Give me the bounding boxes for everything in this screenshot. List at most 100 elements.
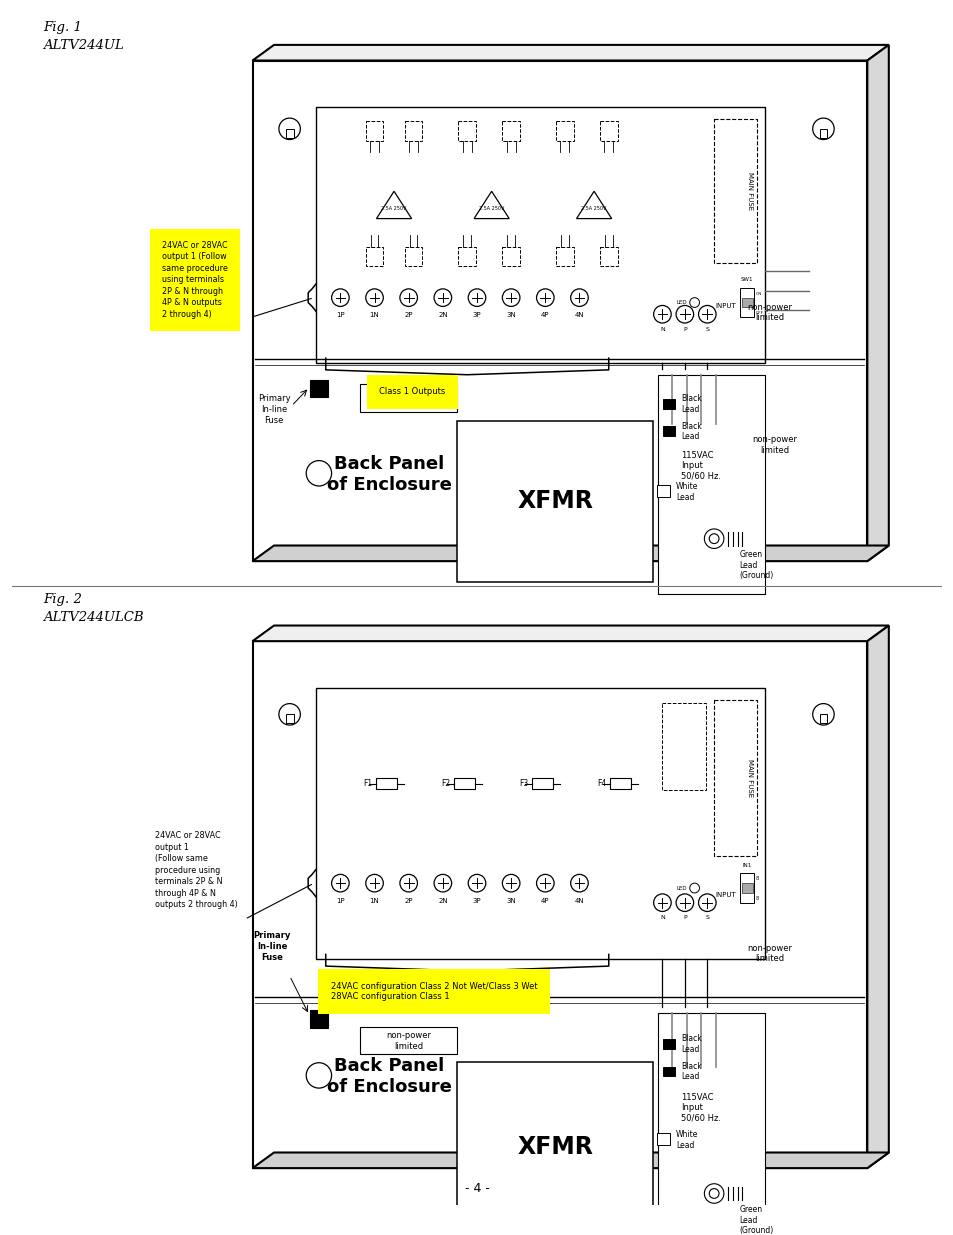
Bar bbox=[502, 121, 519, 141]
Circle shape bbox=[708, 1188, 719, 1198]
Text: 8: 8 bbox=[756, 877, 759, 882]
Bar bbox=[662, 1067, 675, 1077]
Circle shape bbox=[689, 883, 699, 893]
Circle shape bbox=[703, 1183, 723, 1203]
Text: White
Lead: White Lead bbox=[676, 482, 698, 501]
Circle shape bbox=[278, 119, 300, 140]
Circle shape bbox=[536, 289, 554, 306]
Text: ALTV244UL: ALTV244UL bbox=[43, 38, 123, 52]
Text: non-power
limited: non-power limited bbox=[386, 1031, 431, 1051]
Circle shape bbox=[812, 704, 833, 725]
Bar bbox=[599, 121, 617, 141]
Circle shape bbox=[676, 305, 693, 324]
Circle shape bbox=[306, 461, 332, 487]
Circle shape bbox=[365, 874, 383, 892]
Bar bbox=[740, 873, 754, 903]
Bar bbox=[453, 778, 475, 789]
Bar bbox=[310, 1010, 327, 1028]
Polygon shape bbox=[253, 44, 888, 61]
Text: non-power
limited: non-power limited bbox=[746, 303, 791, 322]
Bar bbox=[661, 703, 705, 790]
Bar bbox=[714, 700, 757, 856]
Bar bbox=[458, 121, 476, 141]
Bar bbox=[657, 1013, 764, 1235]
Text: 115VAC
Input
50/60 Hz.: 115VAC Input 50/60 Hz. bbox=[680, 1093, 720, 1123]
Circle shape bbox=[698, 305, 716, 324]
Text: P: P bbox=[682, 327, 686, 332]
Text: 1P: 1P bbox=[335, 312, 344, 319]
Circle shape bbox=[676, 894, 693, 911]
Text: 24VAC or 28VAC
output 1
(Follow same
procedure using
terminals 2P & N
through 4P: 24VAC or 28VAC output 1 (Follow same pro… bbox=[154, 831, 237, 909]
Text: XFMR: XFMR bbox=[517, 1135, 593, 1160]
Bar bbox=[819, 128, 826, 137]
Bar bbox=[662, 399, 675, 409]
Text: MAIN FUSE: MAIN FUSE bbox=[746, 758, 753, 797]
Text: Black
Lead: Black Lead bbox=[680, 1035, 701, 1053]
Bar bbox=[253, 641, 866, 1168]
Bar bbox=[286, 128, 294, 137]
Text: 2.5A 250V: 2.5A 250V bbox=[381, 206, 406, 211]
Text: F3: F3 bbox=[519, 779, 528, 788]
Text: of Enclosure: of Enclosure bbox=[326, 475, 451, 494]
Text: Fig. 1: Fig. 1 bbox=[43, 21, 82, 35]
Polygon shape bbox=[253, 546, 888, 561]
Bar bbox=[404, 121, 422, 141]
Text: ALTV244ULCB: ALTV244ULCB bbox=[43, 610, 143, 624]
Text: Back Panel: Back Panel bbox=[334, 1057, 444, 1074]
Text: Green
Lead
(Ground): Green Lead (Ground) bbox=[739, 551, 773, 580]
Text: 24VAC or 28VAC
output 1 (Follow
same procedure
using terminals
2P & N through
4P: 24VAC or 28VAC output 1 (Follow same pro… bbox=[162, 241, 228, 319]
Bar bbox=[740, 288, 754, 317]
Bar bbox=[656, 1132, 670, 1145]
Polygon shape bbox=[866, 44, 888, 561]
Text: Class 1 Outputs: Class 1 Outputs bbox=[379, 388, 445, 396]
Circle shape bbox=[365, 289, 383, 306]
Bar bbox=[458, 247, 476, 267]
Bar bbox=[656, 485, 670, 496]
Text: F4: F4 bbox=[597, 779, 606, 788]
Circle shape bbox=[502, 874, 519, 892]
Circle shape bbox=[812, 119, 833, 140]
Bar bbox=[609, 778, 631, 789]
Text: Back Panel: Back Panel bbox=[334, 454, 444, 473]
Text: 4N: 4N bbox=[574, 312, 583, 319]
Bar bbox=[819, 714, 826, 724]
Circle shape bbox=[332, 874, 349, 892]
Text: 2N: 2N bbox=[437, 312, 447, 319]
Text: 115VAC
Input
50/60 Hz.: 115VAC Input 50/60 Hz. bbox=[680, 451, 720, 480]
Bar bbox=[365, 121, 383, 141]
Text: F2: F2 bbox=[441, 779, 450, 788]
Text: 2P: 2P bbox=[404, 312, 413, 319]
Text: 3P: 3P bbox=[472, 312, 481, 319]
Bar bbox=[315, 688, 764, 960]
Text: 3N: 3N bbox=[506, 312, 516, 319]
Circle shape bbox=[708, 534, 719, 543]
Polygon shape bbox=[253, 626, 888, 641]
Text: SW1: SW1 bbox=[740, 277, 753, 282]
Bar bbox=[502, 247, 519, 267]
Text: Black
Lead: Black Lead bbox=[680, 1062, 701, 1081]
Text: non-power
limited: non-power limited bbox=[746, 944, 791, 963]
Text: 1N: 1N bbox=[369, 312, 379, 319]
Text: INPUT: INPUT bbox=[715, 892, 735, 898]
Bar bbox=[457, 421, 652, 582]
Text: LED: LED bbox=[676, 885, 686, 890]
Bar bbox=[662, 426, 675, 436]
Bar bbox=[599, 247, 617, 267]
Text: S: S bbox=[704, 915, 708, 920]
Text: MAIN FUSE: MAIN FUSE bbox=[746, 172, 753, 210]
Text: F1: F1 bbox=[363, 779, 373, 788]
Text: XFMR: XFMR bbox=[517, 489, 593, 513]
Text: N: N bbox=[659, 915, 664, 920]
Circle shape bbox=[653, 305, 671, 324]
Text: INPUT: INPUT bbox=[715, 304, 735, 310]
Text: 2.5A 250V: 2.5A 250V bbox=[478, 206, 504, 211]
Text: Primary
In-line
Fuse: Primary In-line Fuse bbox=[253, 931, 291, 962]
Text: 2N: 2N bbox=[437, 898, 447, 904]
Text: P: P bbox=[682, 915, 686, 920]
Bar bbox=[714, 119, 757, 263]
Text: 1P: 1P bbox=[335, 898, 344, 904]
Bar bbox=[556, 121, 573, 141]
Circle shape bbox=[278, 704, 300, 725]
Bar bbox=[375, 778, 396, 789]
Circle shape bbox=[434, 289, 451, 306]
